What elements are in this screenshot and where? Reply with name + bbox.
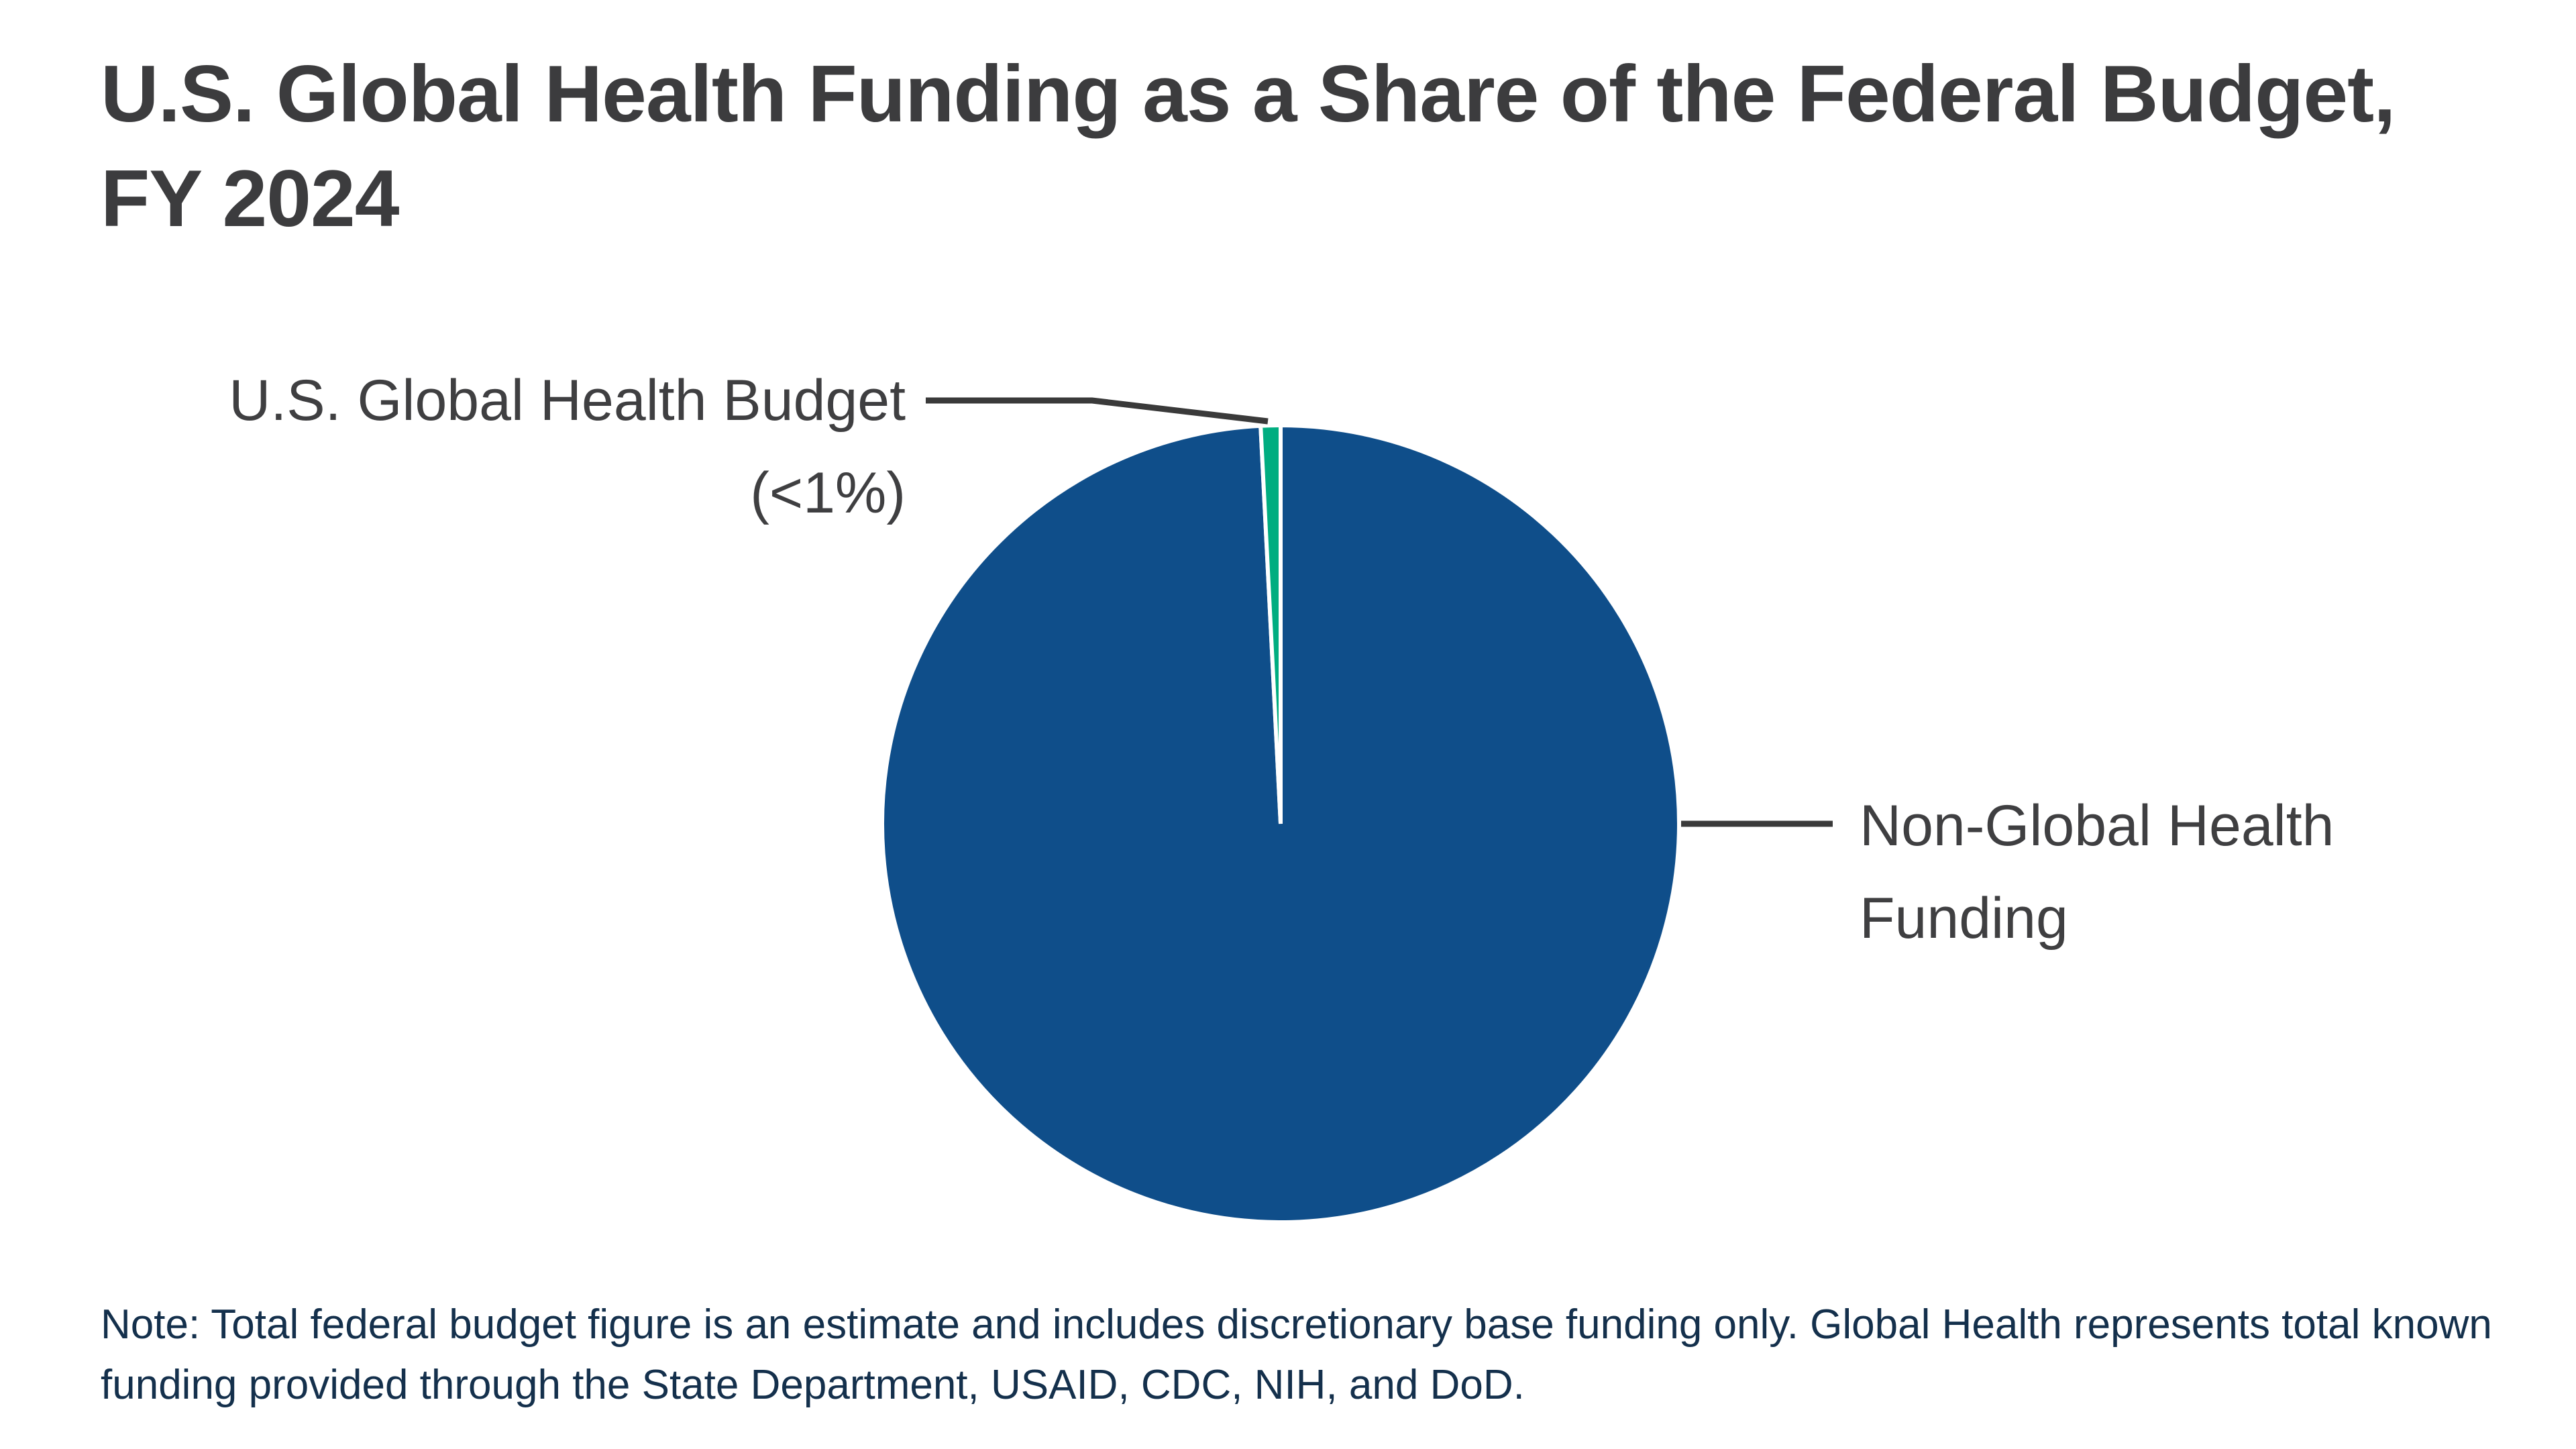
callout-non-global-health-line1: Non-Global Health xyxy=(1860,794,2334,858)
leader-line-global-health xyxy=(926,397,1269,425)
chart-note: Note: Total federal budget figure is an … xyxy=(101,1301,2492,1408)
callout-non-global-health-funding: Non-Global Health Funding xyxy=(1860,780,2463,965)
chart-title: U.S. Global Health Funding as a Share of… xyxy=(101,42,2542,251)
chart-title-line1: U.S. Global Health Funding as a Share of… xyxy=(101,49,2396,139)
callout-global-health-budget: U.S. Global Health Budget (<1%) xyxy=(94,354,906,539)
callout-non-global-health-line2: Funding xyxy=(1860,886,2068,951)
callout-global-health-label: U.S. Global Health Budget xyxy=(229,368,906,433)
pie-slice-global-health-budget xyxy=(1258,423,1283,824)
callout-global-health-percent: (<1%) xyxy=(750,461,906,525)
chart-title-line2: FY 2024 xyxy=(101,154,399,244)
